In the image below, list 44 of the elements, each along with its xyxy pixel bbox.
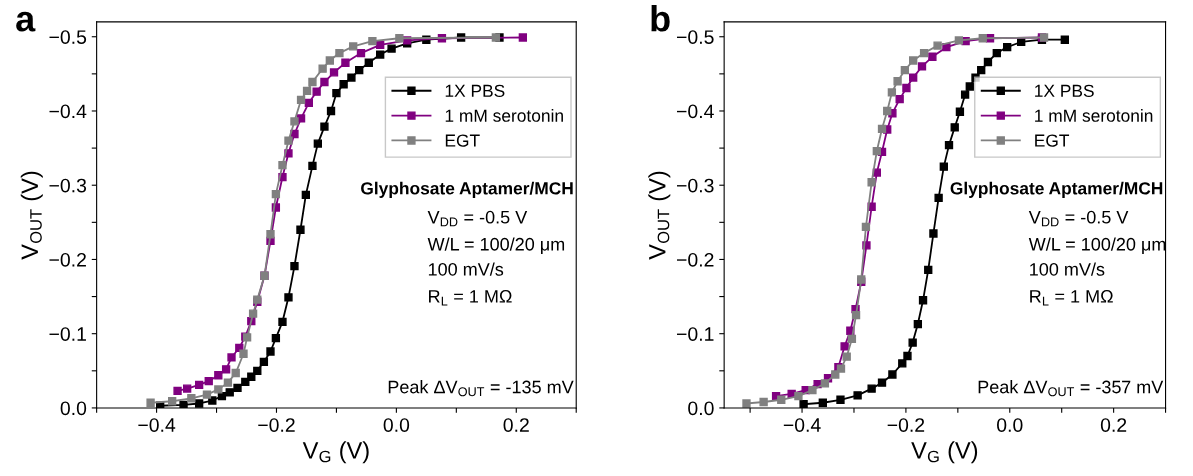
x-tick-label: 0.0 <box>383 418 410 432</box>
y-axis-title: V$_{OUT}$ (V) <box>648 171 671 260</box>
annotation: Glyphosate Aptamer/MCH <box>950 181 1163 198</box>
annotation: Peak ΔV$_{OUT}$ = -357 mV <box>978 380 1164 397</box>
annotation: Peak ΔV$_{OUT}$ = -135 mV <box>388 380 574 397</box>
legend-label: EGT <box>1035 134 1070 147</box>
annotation: Glyphosate Aptamer/MCH <box>361 181 573 198</box>
annotation: R$_{L}$ = 1 MΩ <box>1030 289 1113 306</box>
x-axis-title: V$_{G}$ (V) <box>302 441 369 464</box>
annotation: R$_{L}$ = 1 MΩ <box>429 289 512 306</box>
x-tick-label: −0.2 <box>887 418 925 432</box>
annotation: W/L = 100/20 μm <box>427 237 565 254</box>
x-tick-label: −0.2 <box>258 418 295 432</box>
y-tick-label: −0.4 <box>49 104 87 119</box>
y-axis-title: V$_{OUT}$ (V) <box>20 171 43 260</box>
x-axis-title: V$_{G}$ (V) <box>911 441 978 464</box>
y-tick-label: 0.0 <box>688 401 714 416</box>
x-tick-label: −0.4 <box>138 418 176 432</box>
annotation: 100 mV/s <box>428 262 504 276</box>
legend-label: EGT <box>445 134 480 147</box>
y-tick-label: −0.5 <box>49 30 87 44</box>
annotation: W/L = 100/20 μm <box>1028 237 1166 254</box>
annotation: 100 mV/s <box>1030 262 1105 276</box>
y-tick-label: −0.5 <box>677 30 714 44</box>
legend-label: 1X PBS <box>1035 84 1094 97</box>
y-tick-label: −0.1 <box>49 327 86 341</box>
annotation: V$_{DD}$ = -0.5 V <box>427 210 528 227</box>
y-tick-label: 0.0 <box>60 401 87 416</box>
legend-label: 1X PBS <box>445 84 505 97</box>
y-tick-label: −0.4 <box>677 104 714 119</box>
x-tick-label: 0.2 <box>1100 418 1127 432</box>
y-tick-label: −0.2 <box>49 252 86 267</box>
chart-title: b <box>651 5 670 32</box>
legend-label: 1 mM serotonin <box>1035 109 1153 122</box>
chart-title: a <box>16 11 36 32</box>
y-tick-label: −0.1 <box>677 327 714 341</box>
y-tick-label: −0.3 <box>677 178 714 193</box>
x-tick-label: −0.4 <box>783 418 821 432</box>
annotation: V$_{DD}$ = -0.5 V <box>1028 210 1129 227</box>
legend-label: 1 mM serotonin <box>445 109 563 122</box>
x-tick-label: 0.0 <box>997 418 1023 432</box>
y-tick-label: −0.3 <box>49 178 87 193</box>
x-tick-label: 0.2 <box>503 418 529 432</box>
y-tick-label: −0.2 <box>677 252 714 267</box>
